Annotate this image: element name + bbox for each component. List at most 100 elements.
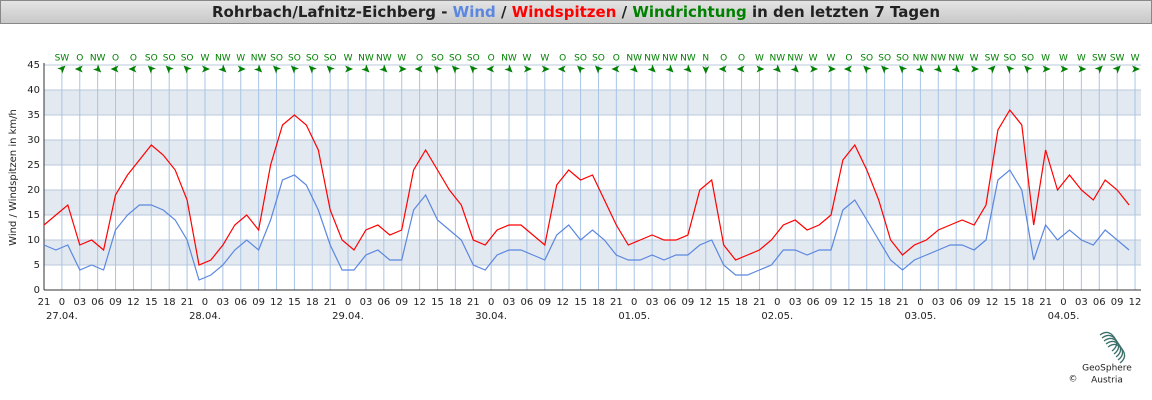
x-tick-label: 15	[1003, 297, 1016, 308]
x-tick-label: 18	[592, 297, 605, 308]
x-tick-label: 18	[878, 297, 891, 308]
x-tick-label: 03	[789, 297, 802, 308]
x-tick-label: 03	[503, 297, 516, 308]
title-part: Rohrbach/Lafnitz-Eichberg -	[211, 3, 453, 21]
x-tick-label: 0	[202, 297, 208, 308]
direction-label: NW	[948, 54, 964, 64]
direction-label: NW	[376, 54, 392, 64]
date-label: 02.05.	[761, 311, 793, 322]
logo: GeoSphere Austria ©	[1069, 331, 1132, 386]
direction-arrow	[810, 65, 819, 73]
direction-arrow	[326, 65, 335, 74]
direction-label: O	[76, 54, 83, 64]
direction-arrow	[218, 64, 227, 73]
direction-arrow	[843, 65, 852, 73]
direction-label: SO	[306, 54, 319, 64]
x-tick-label: 03	[1075, 297, 1088, 308]
direction-arrow	[665, 64, 674, 73]
direction-arrow	[611, 65, 620, 73]
direction-label: W	[827, 54, 836, 64]
direction-label: SO	[592, 54, 605, 64]
x-tick-label: 21	[467, 297, 480, 308]
y-axis-label: Wind / Windspitzen in km/h	[8, 109, 19, 246]
y-tick-label: 10	[27, 235, 40, 246]
title-series: Wind	[452, 3, 496, 21]
x-tick-label: 12	[556, 297, 569, 308]
direction-arrow	[772, 64, 781, 73]
x-tick-label: 0	[345, 297, 351, 308]
direction-label: W	[201, 54, 210, 64]
direction-label: O	[559, 54, 566, 64]
direction-label: W	[522, 54, 531, 64]
date-label: 04.05.	[1048, 311, 1080, 322]
x-tick-label: 0	[774, 297, 780, 308]
direction-arrow	[110, 65, 119, 73]
direction-label: W	[344, 54, 353, 64]
chart-title: Rohrbach/Lafnitz-Eichberg - Wind / Winds…	[0, 0, 1152, 24]
y-tick-label: 15	[27, 210, 40, 221]
x-tick-label: 21	[610, 297, 623, 308]
x-tick-label: 09	[682, 297, 695, 308]
direction-label: NW	[662, 54, 678, 64]
direction-arrow	[290, 65, 299, 74]
x-tick-label: 18	[1021, 297, 1034, 308]
direction-arrow	[541, 65, 550, 73]
direction-label: W	[1077, 54, 1086, 64]
x-tick-label: 03	[646, 297, 659, 308]
direction-label: NW	[626, 54, 642, 64]
x-tick-label: 21	[324, 297, 337, 308]
direction-arrow	[898, 65, 908, 74]
direction-label: NW	[787, 54, 803, 64]
x-tick-label: 15	[431, 297, 444, 308]
direction-arrow	[1060, 65, 1069, 73]
x-tick-label: 09	[252, 297, 265, 308]
direction-arrow	[433, 65, 443, 74]
x-tick-label: 0	[488, 297, 494, 308]
direction-arrow	[451, 65, 460, 74]
x-tick-label: 06	[91, 297, 104, 308]
direction-label: O	[845, 54, 852, 64]
direction-arrow	[254, 64, 263, 73]
x-tick-label: 09	[825, 297, 838, 308]
direction-arrow	[1112, 65, 1121, 74]
direction-arrow	[1132, 65, 1141, 73]
date-label: 29.04.	[332, 311, 364, 322]
direction-label: SO	[467, 54, 480, 64]
y-tick-label: 20	[27, 185, 40, 196]
direction-label: N	[702, 54, 709, 64]
x-tick-label: 18	[735, 297, 748, 308]
direction-arrow	[469, 65, 478, 74]
direction-label: SO	[574, 54, 587, 64]
series-line	[43, 169, 1130, 281]
logo-copyright: ©	[1069, 375, 1078, 385]
direction-arrow	[237, 65, 246, 73]
direction-arrow	[147, 65, 156, 74]
date-label: 27.04.	[46, 311, 78, 322]
direction-label: SO	[288, 54, 301, 64]
direction-label: SO	[145, 54, 158, 64]
x-tick-label: 18	[306, 297, 319, 308]
title-part: in den letzten 7 Tagen	[746, 3, 941, 21]
logo-swirl	[1107, 343, 1126, 364]
direction-label: O	[416, 54, 423, 64]
y-tick-label: 40	[27, 85, 40, 96]
y-tick-label: 35	[27, 110, 40, 121]
direction-label: SW	[985, 54, 1000, 64]
x-tick-label: 09	[968, 297, 981, 308]
direction-arrow	[504, 64, 513, 73]
x-tick-label: 21	[1039, 297, 1052, 308]
direction-label: O	[720, 54, 727, 64]
x-tick-label: 21	[38, 297, 51, 308]
x-tick-label: 12	[413, 297, 426, 308]
grid-band	[44, 140, 1141, 165]
x-tick-label: 21	[753, 297, 766, 308]
x-tick-label: 06	[521, 297, 534, 308]
direction-arrow	[523, 65, 532, 73]
direction-arrow	[790, 64, 799, 73]
direction-arrow	[272, 65, 282, 74]
x-tick-label: 18	[449, 297, 462, 308]
direction-arrow	[933, 64, 942, 73]
direction-label: NW	[680, 54, 696, 64]
direction-label: W	[1041, 54, 1050, 64]
